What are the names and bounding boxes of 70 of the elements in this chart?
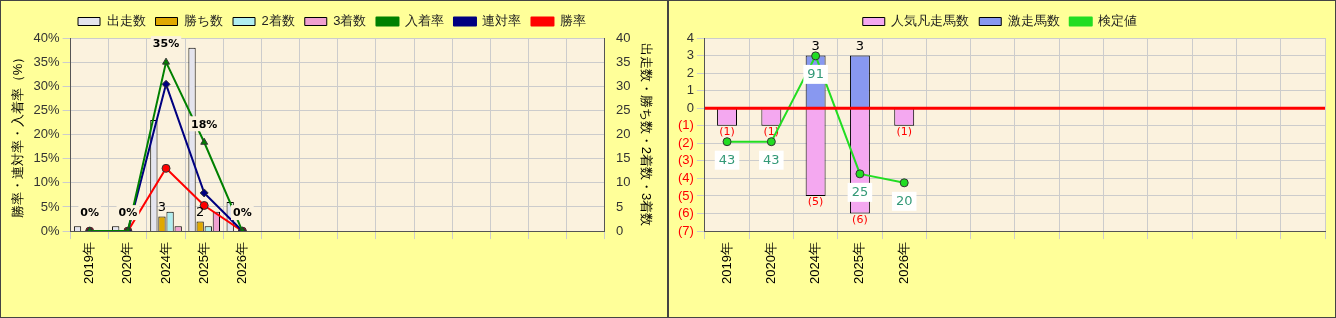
y-tick-label: (5) xyxy=(678,187,694,203)
legend-label: 検定値 xyxy=(1098,13,1138,29)
legend-label: 人気凡走馬数 xyxy=(891,13,970,29)
legend-label: 入着率 xyxy=(404,13,444,29)
data-label: 20 xyxy=(895,192,913,208)
y-tick-label: 1 xyxy=(686,82,694,98)
y-tick-label: (7) xyxy=(678,222,694,238)
x-tick-label: 2020年 xyxy=(762,242,778,284)
y-tick-label: (1) xyxy=(678,117,694,133)
data-label: 35% xyxy=(152,37,180,51)
x-tick-label: 2024年 xyxy=(807,242,823,284)
data-label: (6) xyxy=(852,212,868,226)
legend-label: 連対率 xyxy=(482,13,522,29)
y2-tick-label: 35 xyxy=(615,53,631,69)
legend-label: 3着数 xyxy=(333,13,367,29)
y2-tick-label: 40 xyxy=(615,29,631,45)
data-label: (5) xyxy=(807,195,824,209)
x-tick-label: 2026年 xyxy=(895,242,911,284)
data-label: 2 xyxy=(196,204,205,220)
data-label: 0% xyxy=(118,206,138,220)
data-label: 0% xyxy=(80,206,100,220)
data-label: (1) xyxy=(719,125,735,139)
y-tick-label: 4 xyxy=(686,29,694,45)
data-label: 3 xyxy=(157,199,167,215)
x-tick-label: 2019年 xyxy=(718,242,734,284)
y-tick-label: 0 xyxy=(686,99,694,115)
y-tick-label: (6) xyxy=(678,205,694,221)
legend-label: 勝率 xyxy=(559,13,586,29)
y-tick-label: 25% xyxy=(33,101,61,117)
data-label: 25 xyxy=(851,183,869,199)
y-tick-label: (3) xyxy=(678,152,694,168)
y2-tick-label: 15 xyxy=(615,150,631,166)
data-label: (1) xyxy=(896,125,913,139)
y2-tick-label: 20 xyxy=(615,126,631,142)
legend-label: 2着数 xyxy=(261,13,295,29)
y2-tick-label: 25 xyxy=(615,101,631,117)
y-tick-label: (2) xyxy=(678,134,694,150)
y-tick-label: 10% xyxy=(33,174,61,190)
y2-tick-label: 30 xyxy=(615,77,631,93)
y-tick-label: 0% xyxy=(40,222,61,238)
y2-axis-title: 出走数・勝ち数・2着数・3着数 xyxy=(638,42,654,227)
y-tick-label: 35% xyxy=(33,53,61,69)
x-tick-label: 2026年 xyxy=(233,242,249,284)
y-tick-label: 40% xyxy=(33,29,61,45)
data-label: 43 xyxy=(718,151,736,167)
y-tick-label: 15% xyxy=(33,150,61,166)
data-label: 0% xyxy=(233,206,252,220)
data-label: 3 xyxy=(811,38,820,54)
data-label: 3 xyxy=(855,38,865,54)
y-tick-label: 3 xyxy=(686,47,694,63)
y-tick-label: 5% xyxy=(40,198,61,214)
data-label: 18% xyxy=(191,117,218,131)
y-tick-label: 20% xyxy=(33,126,61,142)
y-tick-label: 30% xyxy=(33,77,61,93)
y2-tick-label: 0 xyxy=(615,222,624,238)
y-tick-label: 2 xyxy=(686,64,694,80)
y2-tick-label: 10 xyxy=(615,174,631,190)
legend-label: 出走数 xyxy=(106,13,146,29)
data-label: 43 xyxy=(763,151,780,167)
y-tick-label: (4) xyxy=(678,170,694,185)
y2-tick-label: 5 xyxy=(615,198,624,214)
y-axis-title: 勝率・連対率・入着率（%） xyxy=(10,50,26,219)
x-tick-label: 2025年 xyxy=(195,242,211,284)
x-tick-label: 2019年 xyxy=(81,242,97,284)
x-tick-label: 2025年 xyxy=(851,242,867,284)
legend-label: 勝ち数 xyxy=(184,13,224,29)
x-tick-label: 2020年 xyxy=(119,242,135,284)
data-label: 91 xyxy=(807,65,824,81)
legend-label: 激走馬数 xyxy=(1007,13,1060,29)
x-tick-label: 2024年 xyxy=(157,242,173,284)
